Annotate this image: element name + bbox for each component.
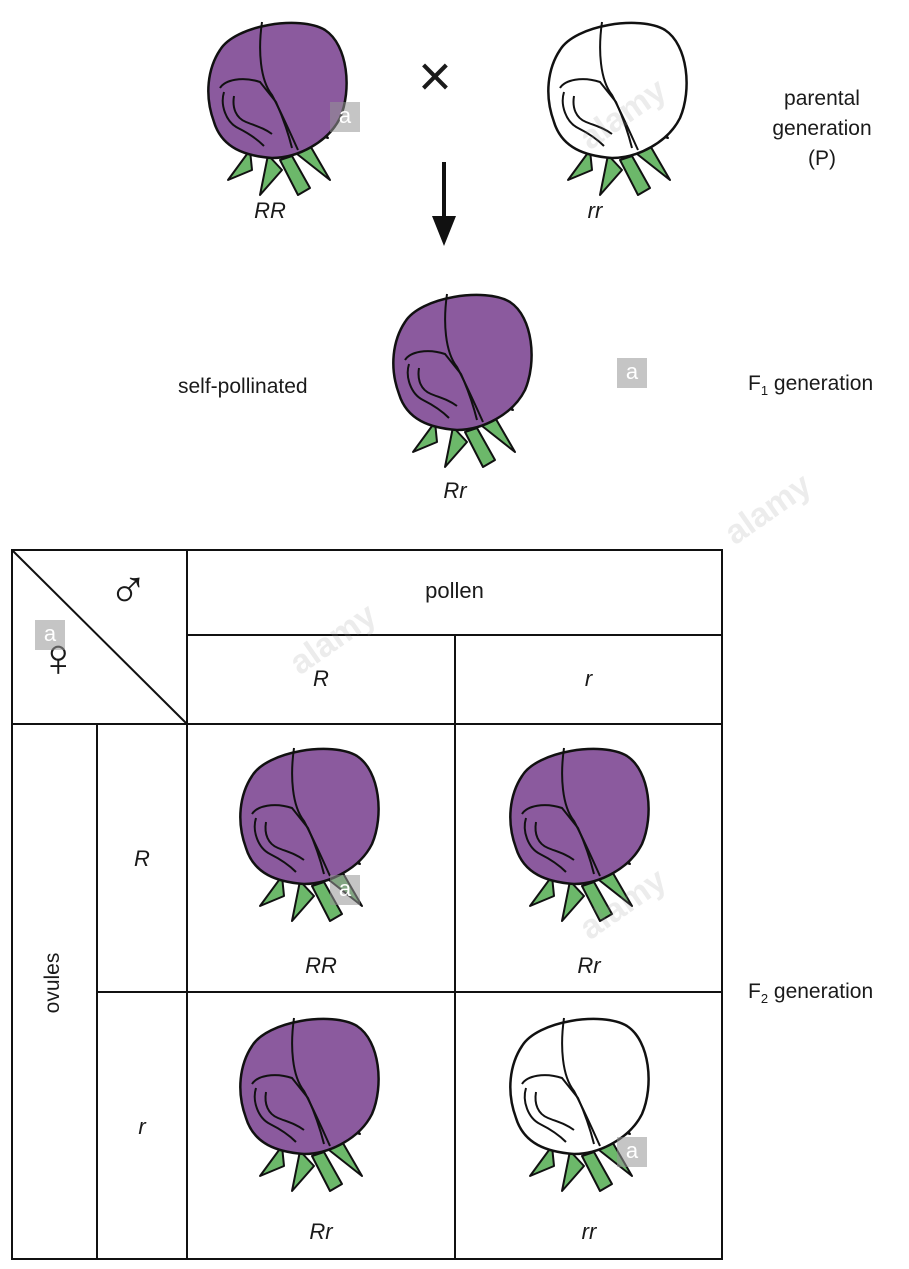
f2-RR-purple-flower-icon [239,747,380,922]
watermark-logo: a [330,875,360,905]
watermark-logo: a [35,620,65,650]
ovule-allele-r: r [138,1114,146,1139]
pollen-label: pollen [425,578,484,603]
parent-left-genotype: RR [254,198,286,223]
ovule-allele-R: R [134,846,150,871]
self-pollinated-label: self-pollinated [178,375,308,398]
cross-symbol: × [418,44,452,109]
watermark-logo: a [617,358,647,388]
watermark-logo: a [617,1137,647,1167]
parent-right-genotype: rr [587,198,603,223]
f2-rr-white-flower-icon [509,1017,650,1192]
f2-cell-genotype: Rr [309,1219,333,1244]
pollen-allele-r: r [584,666,593,691]
parent-white-flower-icon [547,21,688,196]
f2-generation-label: F2 generation [748,980,874,1007]
parental-generation-label: parental generation (P) [772,87,872,170]
f2-cell-genotype: rr [581,1219,597,1244]
f2-cell-genotype: RR [305,953,337,978]
f2-cell-genotype: Rr [577,953,601,978]
f2-Rr-purple-flower-icon [239,1017,380,1192]
down-arrow-icon [432,162,456,246]
ovules-label: ovules [41,952,64,1014]
f1-purple-flower-icon [392,293,533,468]
male-symbol-icon: ♂ [108,560,149,620]
f2-Rr-purple-flower-icon [509,747,650,922]
watermark-logo: a [330,102,360,132]
pollen-allele-R: R [313,666,329,691]
f1-generation-label: F1 generation [748,372,874,399]
f1-genotype: Rr [443,478,467,503]
parent-purple-flower-icon [207,21,348,196]
